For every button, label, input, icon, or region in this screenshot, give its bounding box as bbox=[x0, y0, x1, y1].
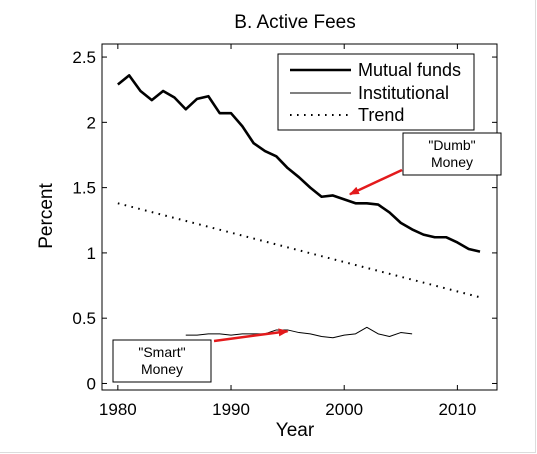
legend: Mutual funds Institutional Trend bbox=[277, 53, 475, 131]
smart-money-line-2: Money bbox=[141, 361, 183, 377]
y-tick-label-2: 2 bbox=[87, 113, 96, 132]
x-axis-label: Year bbox=[276, 420, 315, 441]
dumb-money-line-2: Money bbox=[431, 154, 473, 170]
annotation-smart-money: "Smart" Money bbox=[112, 328, 289, 383]
series-line-institutional bbox=[185, 326, 413, 339]
x-tick-label-2000: 2000 bbox=[325, 400, 363, 419]
dumb-money-arrow bbox=[348, 168, 403, 196]
x-tick-label-1980: 1980 bbox=[99, 400, 137, 419]
y-axis-label: Percent bbox=[36, 183, 57, 249]
y-tick-label-1.5: 1.5 bbox=[72, 179, 96, 198]
smart-money-box bbox=[112, 339, 212, 383]
y-tick-label-2.5: 2.5 bbox=[72, 48, 96, 67]
chart-title: B. Active Fees bbox=[234, 12, 355, 33]
series-layer bbox=[117, 74, 481, 339]
legend-label-trend: Trend bbox=[358, 105, 404, 125]
series-line-mutual-funds bbox=[117, 74, 481, 253]
y-tick-label-1: 1 bbox=[87, 244, 96, 263]
smart-money-arrow bbox=[213, 328, 289, 343]
x-tick-label-2010: 2010 bbox=[438, 400, 476, 419]
y-axis-ticks: 0 0.5 1 1.5 2 2.5 bbox=[72, 48, 497, 393]
legend-box bbox=[277, 53, 475, 131]
smart-money-line-1: "Smart" bbox=[138, 344, 185, 360]
dumb-money-line-1: "Dumb" bbox=[428, 137, 475, 153]
dumb-money-box bbox=[402, 132, 502, 176]
plot-area-frame bbox=[101, 43, 498, 391]
legend-label-mutual-funds: Mutual funds bbox=[358, 60, 461, 80]
series-line-trend bbox=[117, 202, 481, 299]
x-axis-ticks: 1980 1990 2000 2010 bbox=[99, 44, 476, 419]
legend-label-institutional: Institutional bbox=[358, 83, 449, 103]
x-tick-label-1990: 1990 bbox=[212, 400, 250, 419]
y-tick-label-0.5: 0.5 bbox=[72, 309, 96, 328]
y-tick-label-0: 0 bbox=[87, 374, 96, 393]
annotation-dumb-money: "Dumb" Money bbox=[348, 132, 502, 196]
